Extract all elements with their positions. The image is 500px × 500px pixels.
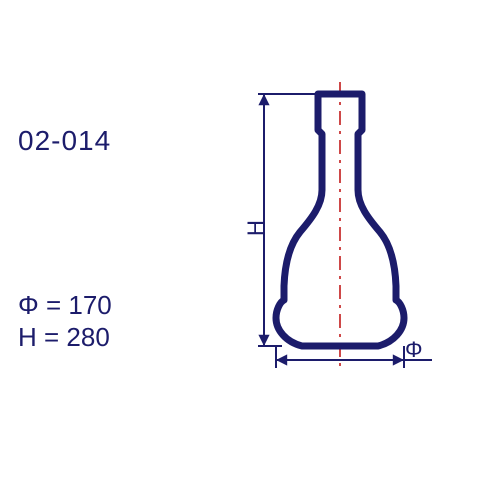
- technical-drawing: [0, 0, 500, 500]
